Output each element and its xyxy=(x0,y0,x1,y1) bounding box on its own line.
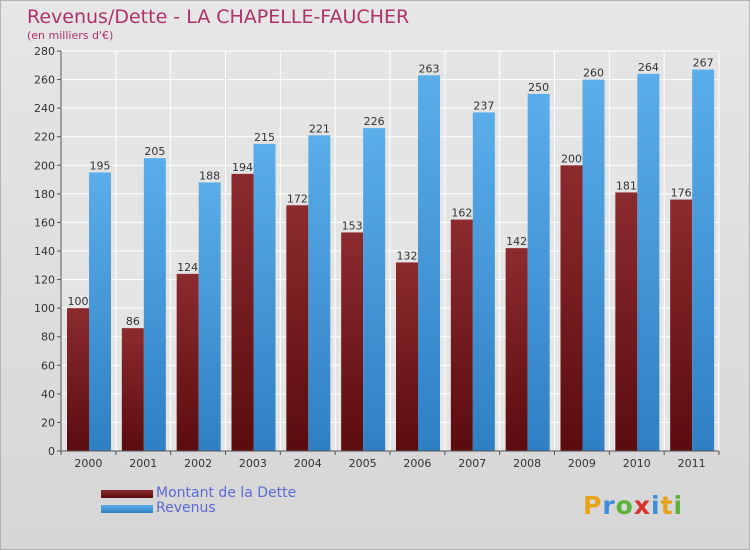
data-label-revenus: 226 xyxy=(364,115,385,128)
y-tick-label: 280 xyxy=(34,45,55,58)
logo-letter: P xyxy=(583,491,603,520)
y-tick-label: 200 xyxy=(34,159,55,172)
data-label-dette: 162 xyxy=(451,207,472,220)
bar-dette xyxy=(450,219,473,451)
x-tick-label: 2005 xyxy=(349,457,377,470)
data-label-dette: 194 xyxy=(232,161,253,174)
bar-revenus xyxy=(692,69,715,452)
data-label-dette: 200 xyxy=(561,152,582,165)
data-label-revenus: 188 xyxy=(199,169,220,182)
bar-revenus xyxy=(472,112,495,451)
bar-revenus xyxy=(143,158,166,451)
logo-letter: x xyxy=(633,491,651,520)
x-tick-label: 2006 xyxy=(403,457,431,470)
bar-revenus xyxy=(198,182,221,451)
data-label-dette: 86 xyxy=(126,315,140,328)
bar-revenus xyxy=(637,73,660,451)
data-label-revenus: 263 xyxy=(419,62,440,75)
data-label-dette: 100 xyxy=(68,295,89,308)
x-tick-label: 2009 xyxy=(568,457,596,470)
bar-dette xyxy=(67,308,89,451)
bar-revenus xyxy=(582,79,605,452)
x-tick-label: 2000 xyxy=(74,457,102,470)
data-label-dette: 142 xyxy=(506,235,527,248)
y-tick-label: 60 xyxy=(41,359,55,372)
data-label-revenus: 264 xyxy=(638,61,659,74)
x-tick-label: 2010 xyxy=(623,457,651,470)
y-tick-label: 240 xyxy=(34,102,55,115)
y-tick-label: 80 xyxy=(41,331,55,344)
bars xyxy=(67,69,715,452)
legend-swatch-revenus xyxy=(101,505,153,513)
data-label-dette: 153 xyxy=(342,219,363,232)
bar-dette xyxy=(121,328,144,451)
data-label-revenus: 205 xyxy=(144,145,165,158)
logo-letter: r xyxy=(602,491,616,520)
logo-letter: i xyxy=(651,491,661,520)
bar-dette xyxy=(286,205,309,451)
x-tick-label: 2004 xyxy=(294,457,322,470)
x-tick-label: 2011 xyxy=(678,457,706,470)
legend-label-dette: Montant de la Dette xyxy=(156,485,297,501)
bar-revenus xyxy=(89,172,111,451)
bar-dette xyxy=(505,248,528,451)
data-label-revenus: 195 xyxy=(90,159,111,172)
bar-revenus xyxy=(418,75,440,452)
bar-dette xyxy=(341,232,364,451)
bar-dette xyxy=(176,273,199,451)
data-label-revenus: 215 xyxy=(254,131,275,144)
data-labels: 100 195 86 205 124 188 194 215 172 221 153 226 132 26… xyxy=(68,57,714,329)
legend-label-revenus: Revenus xyxy=(156,500,216,516)
x-tick-label: 2001 xyxy=(129,457,157,470)
data-label-dette: 132 xyxy=(397,249,418,262)
bar-dette xyxy=(670,199,693,451)
data-label-revenus: 260 xyxy=(583,67,604,80)
y-tick-label: 160 xyxy=(34,216,55,229)
bar-revenus xyxy=(363,128,386,451)
x-tick-label: 2003 xyxy=(239,457,267,470)
x-tick-label: 2008 xyxy=(513,457,541,470)
data-label-revenus: 250 xyxy=(528,81,549,94)
logo-letter: t xyxy=(660,491,674,520)
y-tick-label: 120 xyxy=(34,274,55,287)
chart-subtitle: (en milliers d'€) xyxy=(27,29,114,42)
bar-revenus xyxy=(308,135,331,452)
y-tick-label: 100 xyxy=(34,302,55,315)
y-tick-label: 140 xyxy=(34,245,55,258)
grid-lines xyxy=(60,50,720,452)
data-label-revenus: 267 xyxy=(693,57,714,70)
bar-revenus xyxy=(253,143,276,451)
legend-swatch-dette xyxy=(101,490,153,498)
data-label-dette: 176 xyxy=(671,187,692,200)
x-tick-label: 2007 xyxy=(458,457,486,470)
y-tick-label: 260 xyxy=(34,74,55,87)
bar-revenus xyxy=(527,93,550,451)
data-label-dette: 172 xyxy=(287,192,308,205)
bar-dette xyxy=(231,173,254,451)
bar-dette xyxy=(396,262,418,451)
data-label-revenus: 221 xyxy=(309,122,330,135)
logo-letter: o xyxy=(615,491,634,520)
bar-dette xyxy=(560,165,583,452)
axes: 0 20 40 60 80 100 120 140 160 180 200 220 240 260 280 2… xyxy=(34,45,720,470)
logo-letter: i xyxy=(673,491,684,520)
proxiti-logo: Proxiti xyxy=(583,491,683,520)
x-tick-label: 2002 xyxy=(184,457,212,470)
bar-dette xyxy=(615,192,638,451)
data-label-revenus: 237 xyxy=(473,99,494,112)
data-label-dette: 124 xyxy=(177,261,198,274)
y-tick-label: 180 xyxy=(34,188,55,201)
y-tick-label: 0 xyxy=(48,445,55,458)
chart-title: Revenus/Dette - LA CHAPELLE-FAUCHER xyxy=(27,6,410,28)
data-label-dette: 181 xyxy=(616,179,637,192)
y-tick-label: 40 xyxy=(41,388,55,401)
y-tick-label: 20 xyxy=(41,416,55,429)
y-tick-label: 220 xyxy=(34,131,55,144)
